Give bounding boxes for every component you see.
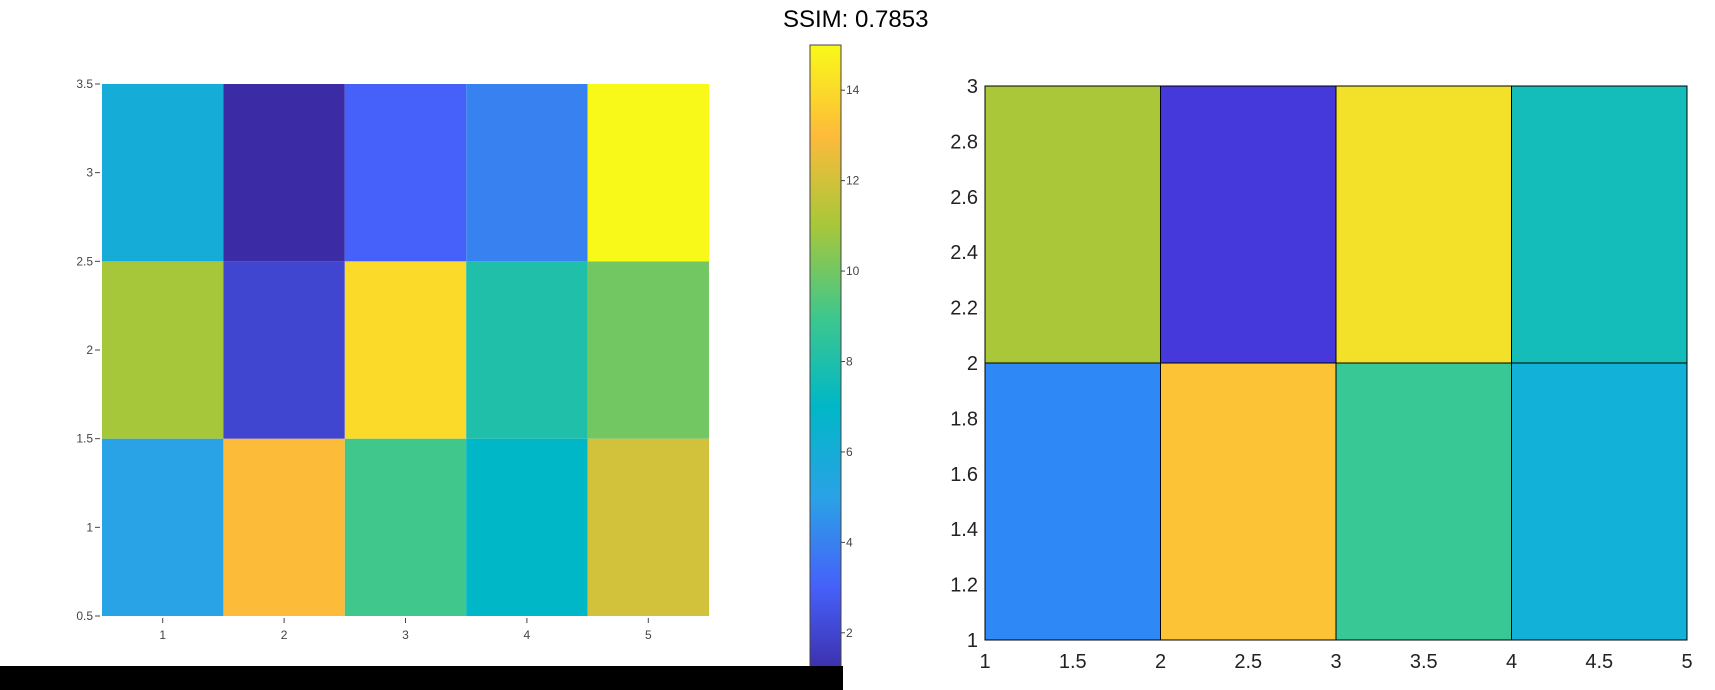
- right-y-tick-label: 2.4: [950, 242, 978, 264]
- left-heatmap-cell: [344, 84, 467, 262]
- chart-title: SSIM: 0.7853: [783, 6, 929, 33]
- left-y-tick-label: 2.5: [76, 254, 93, 268]
- left-x-tick-label: 5: [645, 628, 652, 642]
- colorbar-fill: [809, 44, 842, 679]
- right-y-tick-label: 1: [967, 630, 978, 652]
- right-axes: 1 1.5 2 2.5 3 3.5 4 4.5 5 1 1.2 1.4 1.6 1.8 2 2.2 2.4 2.6…: [950, 76, 1692, 673]
- left-heatmap-cell: [223, 261, 345, 439]
- black-bar: [0, 666, 843, 690]
- left-axes: 1 2 3 4 5 0.5 1 1.5 2 2.5 3 3.5: [76, 77, 652, 642]
- colorbar-tick-label: 2: [846, 626, 853, 640]
- left-heatmap-cell: [344, 438, 467, 616]
- right-y-tick-label: 2.2: [950, 298, 978, 320]
- right-heatmap-cell: [1511, 362, 1688, 641]
- left-x-tick-label: 2: [281, 628, 288, 642]
- colorbar-tick-label: 6: [846, 445, 853, 459]
- right-x-tick-label: 2: [1155, 651, 1166, 673]
- right-y-tick-label: 1.2: [950, 575, 978, 597]
- right-x-tick-label: 4: [1506, 651, 1517, 673]
- right-heatmap-cell: [1335, 362, 1512, 641]
- left-heatmap-cell: [102, 84, 224, 262]
- left-y-tick-label: 0.5: [76, 609, 93, 623]
- right-heatmap-cell: [984, 85, 1161, 364]
- right-x-tick-label: 1.5: [1059, 651, 1087, 673]
- left-heatmap-cell: [587, 261, 709, 439]
- right-x-tick-label: 4.5: [1585, 651, 1613, 673]
- right-y-tick-label: 3: [967, 76, 978, 98]
- left-x-tick-label: 3: [402, 628, 409, 642]
- colorbar-tick-label: 4: [846, 535, 853, 549]
- left-heatmap-cell: [466, 438, 588, 616]
- left-heatmap-cell: [223, 84, 345, 262]
- right-heatmap: [984, 85, 1688, 641]
- right-y-tick-label: 2.8: [950, 131, 978, 153]
- right-y-tick-label: 2: [967, 353, 978, 375]
- right-y-tick-label: 1.8: [950, 408, 978, 430]
- right-heatmap-cell: [1160, 362, 1337, 641]
- colorbar-tick-label: 8: [846, 355, 853, 369]
- right-heatmap-cell: [1160, 85, 1337, 364]
- left-heatmap-cell: [466, 84, 588, 262]
- right-heatmap-cell: [1335, 85, 1512, 364]
- left-y-tick-label: 2: [86, 343, 93, 357]
- colorbar-tick-label: 10: [846, 264, 860, 278]
- right-heatmap-cell: [984, 362, 1161, 641]
- colorbar-tick-label: 12: [846, 174, 860, 188]
- left-heatmap-cell: [223, 438, 345, 616]
- right-x-tick-label: 5: [1681, 651, 1692, 673]
- right-y-tick-label: 1.4: [950, 519, 978, 541]
- left-heatmap: [102, 84, 709, 616]
- right-x-tick-label: 3: [1330, 651, 1341, 673]
- left-x-tick-label: 1: [159, 628, 166, 642]
- colorbar: 2 4 6 8 10 12 14: [809, 44, 860, 679]
- left-heatmap-cell: [102, 438, 224, 616]
- left-heatmap-cell: [466, 261, 588, 439]
- right-x-tick-label: 2.5: [1234, 651, 1262, 673]
- left-y-tick-label: 3.5: [76, 77, 93, 91]
- left-x-tick-label: 4: [524, 628, 531, 642]
- right-x-tick-label: 3.5: [1410, 651, 1438, 673]
- left-y-tick-label: 3: [86, 166, 93, 180]
- colorbar-tick-label: 14: [846, 83, 860, 97]
- left-y-tick-label: 1: [86, 520, 93, 534]
- right-y-tick-label: 2.6: [950, 187, 978, 209]
- right-heatmap-cell: [1511, 85, 1688, 364]
- left-heatmap-cell: [587, 438, 709, 616]
- left-y-tick-label: 1.5: [76, 432, 93, 446]
- left-heatmap-cell: [587, 84, 709, 262]
- right-y-tick-label: 1.6: [950, 464, 978, 486]
- left-heatmap-cell: [102, 261, 224, 439]
- right-x-tick-label: 1: [979, 651, 990, 673]
- left-heatmap-cell: [344, 261, 467, 439]
